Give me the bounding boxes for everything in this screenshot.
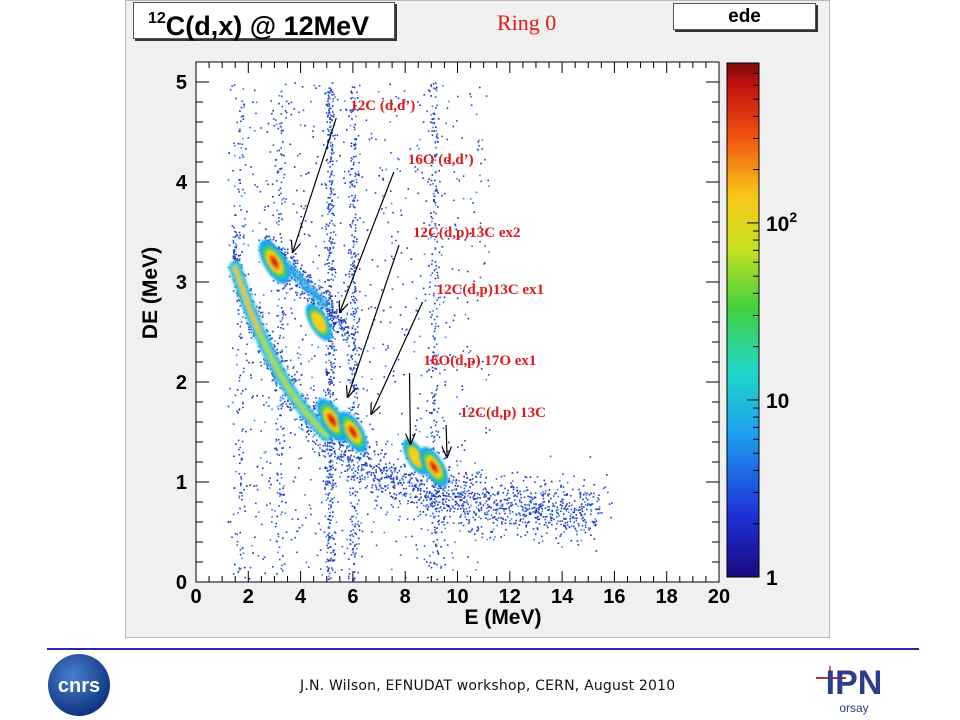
x-tick-label: 18 — [656, 586, 678, 608]
locus-6 — [419, 446, 449, 488]
annotation-arrow-2 — [340, 171, 395, 312]
annotations: 12C (d,d’) 16O (d,d’) 12C(d,p)13C ex2 12C(d… — [293, 98, 546, 457]
ipn-logo-text: IPN — [826, 664, 883, 702]
annotation-label-3: 12C(d,p)13C ex2 — [413, 225, 521, 241]
x-tick-label: 14 — [551, 586, 574, 608]
annotation-arrow-4 — [371, 301, 424, 414]
y-axis-label: DE (MeV) — [139, 247, 162, 339]
x-tick-label: 0 — [190, 586, 201, 608]
histogram-name: ede — [728, 6, 761, 27]
annotation-arrow-1 — [293, 117, 337, 252]
x-tick-label: 4 — [295, 586, 307, 608]
y-tick-label: 0 — [176, 572, 187, 594]
x-tick-label: 10 — [446, 586, 468, 608]
title-reaction: C(d,x) @ 12MeV — [165, 11, 370, 41]
y-tick-label: 2 — [176, 372, 187, 394]
annotation-arrow-6 — [446, 424, 447, 457]
histogram-title: 12C(d,x) @ 12MeV — [133, 2, 395, 41]
locus-3 — [316, 398, 348, 442]
colorbar-tick-label: 1 — [766, 567, 778, 590]
y-tick-label: 1 — [176, 472, 187, 494]
x-tick-label: 8 — [400, 586, 411, 608]
locus-4 — [338, 411, 368, 453]
annotation-arrow-3 — [348, 244, 400, 397]
x-tick-label: 20 — [708, 586, 730, 608]
colorbar-tick-label: 10 — [766, 390, 789, 413]
colorbar-tick-label: 102 — [766, 209, 797, 236]
annotation-label-1: 12C (d,d’) — [350, 98, 415, 114]
ipn-logo: IPN orsay — [816, 664, 883, 715]
locus-5 — [402, 438, 429, 476]
cnrs-logo-text: cnrs — [58, 675, 100, 697]
x-tick-label: 12 — [499, 586, 521, 608]
locus-1 — [258, 239, 290, 285]
cnrs-logo: cnrs — [48, 654, 110, 716]
y-tick-label: 3 — [176, 272, 187, 294]
colorbar-axis: 1 10 102 — [747, 62, 797, 590]
histogram-name-box: ede — [673, 3, 816, 30]
ring-label: Ring 0 — [497, 10, 557, 35]
title-mass-number: 12 — [148, 10, 166, 27]
annotation-label-6: 12C(d,p) 13C — [460, 405, 546, 421]
y-tick-label: 4 — [176, 172, 188, 194]
annotation-label-4: 12C(d,p)13C ex1 — [437, 282, 544, 298]
colorbar — [726, 62, 760, 578]
ipn-logo-sub: orsay — [839, 701, 868, 715]
x-tick-label: 16 — [603, 586, 625, 608]
locus-2 — [305, 303, 333, 341]
x-axis-label: E (MeV) — [464, 606, 541, 629]
y-tick-label: 5 — [176, 72, 187, 94]
annotation-arrow-5 — [410, 372, 411, 444]
annotation-label-2: 16O (d,d’) — [408, 152, 474, 168]
footer-credit: J.N. Wilson, EFNUDAT workshop, CERN, Aug… — [300, 678, 676, 694]
x-tick-label: 6 — [347, 586, 358, 608]
annotation-label-5: 16O(d,p) 17O ex1 — [424, 353, 537, 369]
x-tick-label: 2 — [243, 586, 254, 608]
footer-divider — [47, 648, 919, 650]
